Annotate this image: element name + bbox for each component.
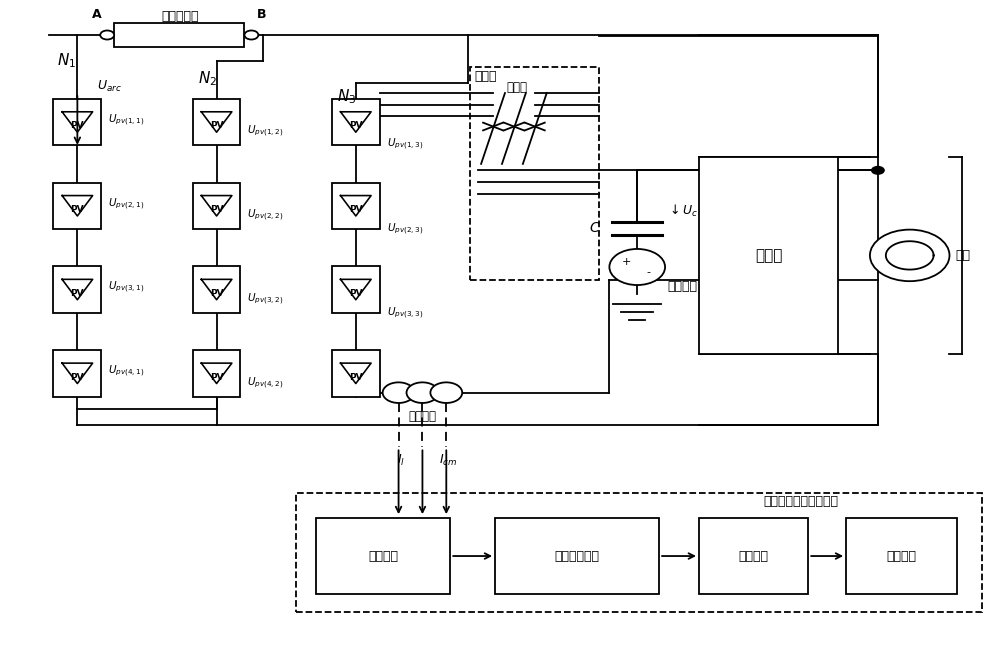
Bar — [332, 99, 380, 145]
Bar — [316, 518, 450, 593]
Text: $\downarrow U_c$: $\downarrow U_c$ — [667, 203, 698, 218]
Text: PV: PV — [349, 289, 363, 298]
Circle shape — [870, 229, 949, 281]
Text: +: + — [621, 257, 631, 266]
Text: 汇流箱: 汇流箱 — [474, 70, 497, 83]
Text: PV: PV — [210, 121, 223, 130]
Circle shape — [100, 31, 114, 40]
Text: $U_{pv(4,3)}$: $U_{pv(4,3)}$ — [387, 389, 423, 405]
Text: $U_{pv(3,2)}$: $U_{pv(3,2)}$ — [247, 291, 284, 307]
Bar — [193, 99, 240, 145]
Text: $N_1$: $N_1$ — [57, 52, 77, 70]
Circle shape — [430, 382, 462, 403]
Text: $N_2$: $N_2$ — [198, 69, 217, 88]
Text: 霍尔元件: 霍尔元件 — [408, 410, 436, 423]
Bar — [699, 157, 838, 354]
Circle shape — [609, 249, 665, 285]
Text: 诊断模块: 诊断模块 — [739, 549, 769, 562]
Text: $U_{pv(4,1)}$: $U_{pv(4,1)}$ — [108, 364, 145, 379]
Bar — [53, 266, 101, 313]
Text: $U_{pv(1,2)}$: $U_{pv(1,2)}$ — [247, 124, 284, 139]
Text: $I_{cm}$: $I_{cm}$ — [439, 452, 457, 468]
Text: PV: PV — [210, 289, 223, 298]
Text: $N_3$: $N_3$ — [337, 87, 356, 106]
Text: PV: PV — [349, 121, 363, 130]
Bar — [332, 350, 380, 396]
Bar — [193, 266, 240, 313]
Bar — [53, 99, 101, 145]
Text: PV: PV — [71, 289, 84, 298]
Text: 采样模块: 采样模块 — [368, 549, 398, 562]
Text: $U_{pv(2,3)}$: $U_{pv(2,3)}$ — [387, 222, 423, 237]
Text: 数据处理模块: 数据处理模块 — [555, 549, 600, 562]
Text: $U_{pv(1,1)}$: $U_{pv(1,1)}$ — [108, 112, 145, 128]
Text: PV: PV — [210, 205, 223, 214]
Text: 断路器: 断路器 — [506, 81, 527, 94]
Text: 电弧发生器: 电弧发生器 — [161, 10, 199, 23]
Bar — [296, 493, 982, 612]
Circle shape — [871, 166, 885, 175]
Text: PV: PV — [349, 372, 363, 382]
Text: -: - — [646, 267, 650, 278]
Bar — [470, 67, 599, 280]
Bar — [193, 183, 240, 229]
Text: $U_{pv(3,3)}$: $U_{pv(3,3)}$ — [387, 306, 423, 321]
Text: B: B — [257, 8, 266, 21]
Text: $I_l$: $I_l$ — [397, 452, 405, 468]
Text: 罗氏线圈: 罗氏线圈 — [667, 280, 697, 293]
Text: PV: PV — [349, 205, 363, 214]
Text: A: A — [92, 8, 102, 21]
Text: PV: PV — [210, 372, 223, 382]
Text: 串联电弧故障定位装置: 串联电弧故障定位装置 — [763, 495, 838, 508]
Text: $U_{pv(3,1)}$: $U_{pv(3,1)}$ — [108, 280, 145, 295]
Bar — [193, 350, 240, 396]
Bar — [53, 350, 101, 396]
Bar — [699, 518, 808, 593]
Circle shape — [383, 382, 414, 403]
Bar — [846, 518, 957, 593]
Text: PV: PV — [71, 121, 84, 130]
Text: $U_{pv(4,2)}$: $U_{pv(4,2)}$ — [247, 375, 284, 391]
Text: PV: PV — [71, 372, 84, 382]
Bar — [332, 183, 380, 229]
Text: $U_{pv(2,2)}$: $U_{pv(2,2)}$ — [247, 208, 284, 223]
Circle shape — [407, 382, 438, 403]
Text: $U_{arc}$: $U_{arc}$ — [97, 79, 122, 94]
Bar — [495, 518, 659, 593]
Text: 逆变器: 逆变器 — [755, 248, 782, 263]
Text: PV: PV — [71, 205, 84, 214]
Circle shape — [244, 31, 258, 40]
Text: 通讯模块: 通讯模块 — [887, 549, 917, 562]
Bar — [332, 266, 380, 313]
Text: C: C — [590, 222, 599, 235]
Text: $U_{pv(1,3)}$: $U_{pv(1,3)}$ — [387, 137, 423, 152]
Bar — [53, 183, 101, 229]
Text: $U_{pv(2,1)}$: $U_{pv(2,1)}$ — [108, 196, 145, 211]
Bar — [114, 23, 244, 47]
Text: 电网: 电网 — [955, 249, 970, 262]
